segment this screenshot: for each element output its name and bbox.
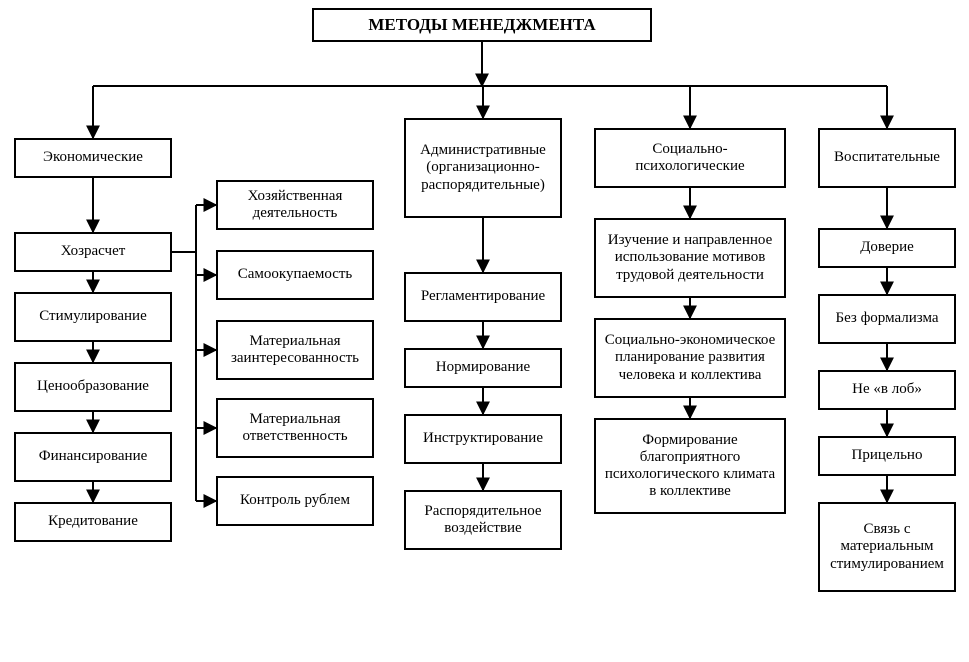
node-v4: Прицельно [818, 436, 956, 476]
node-a4: Распорядительное воздействие [404, 490, 562, 550]
diagram-stage: МЕТОДЫ МЕНЕДЖМЕНТА Экономические Администр… [0, 0, 969, 662]
node-cat2: Административные (организационно-распоря… [404, 118, 562, 218]
node-e4: Финансирование [14, 432, 172, 482]
node-a2: Нормирование [404, 348, 562, 388]
node-v5: Связь с материальным стимулированием [818, 502, 956, 592]
node-root: МЕТОДЫ МЕНЕДЖМЕНТА [312, 8, 652, 42]
node-s3: Формирование благоприятного психологичес… [594, 418, 786, 514]
node-h1: Хозяйственная деятельность [216, 180, 374, 230]
node-a1: Регламентирование [404, 272, 562, 322]
node-v1: Доверие [818, 228, 956, 268]
node-a3: Инструктирование [404, 414, 562, 464]
node-e1: Хозрасчет [14, 232, 172, 272]
node-h2: Самоокупаемость [216, 250, 374, 300]
node-h3: Материальная заинтересованность [216, 320, 374, 380]
node-h5: Контроль рублем [216, 476, 374, 526]
node-e3: Ценообразование [14, 362, 172, 412]
node-v3: Не «в лоб» [818, 370, 956, 410]
node-s2: Социально-экономическое планирование раз… [594, 318, 786, 398]
node-e2: Стимулирование [14, 292, 172, 342]
node-v2: Без формализма [818, 294, 956, 344]
node-s1: Изучение и направленное использование мо… [594, 218, 786, 298]
node-cat3: Социально-психологические [594, 128, 786, 188]
node-h4: Материальная ответственность [216, 398, 374, 458]
node-cat4: Воспитательные [818, 128, 956, 188]
node-cat1: Экономические [14, 138, 172, 178]
node-e5: Кредитование [14, 502, 172, 542]
